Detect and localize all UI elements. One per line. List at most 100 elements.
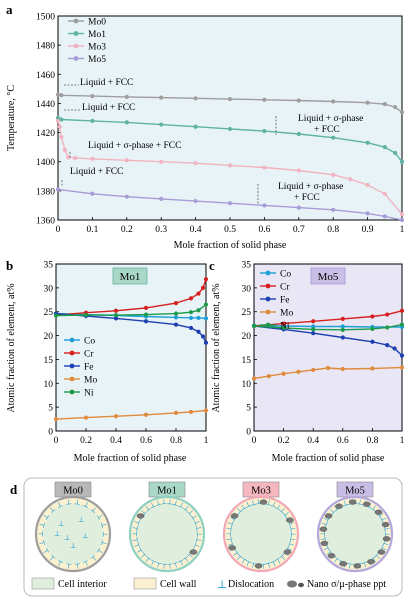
legend-b: Co Cr Fe Mo Ni: [64, 337, 97, 399]
data-point-ni: [113, 312, 119, 318]
series-line-mo5: [57, 188, 403, 221]
series-line-mo0: [57, 94, 403, 113]
schematic-cell-mo1: Mo1⊥⊥⊥⊥⊥⊥⊥⊥⊥⊥⊥⊥⊥⊥⊥⊥⊥⊥⊥⊥⊥⊥⊥⊥⊥⊥⊥⊥⊥⊥⊥⊥⊥⊥: [128, 481, 206, 573]
y-tick-label: 1480: [36, 42, 55, 52]
annotation-text: Liquid + FCC: [80, 78, 133, 88]
dislocation-mark: ⊥: [154, 560, 163, 570]
cell-interior: [325, 504, 385, 564]
dislocation-mark: ⊥: [74, 498, 82, 507]
legend-swatch-cell-wall: [133, 577, 157, 590]
legend-swatch-marker: [69, 337, 75, 343]
legend-label-ni: Ni: [280, 322, 290, 332]
data-point-ni: [83, 312, 89, 318]
x-tick-label: 0.8: [366, 436, 378, 446]
legend-label-mo: Mo: [84, 376, 97, 386]
dislocation-mark: ⊥: [95, 546, 105, 556]
plot-area-a: [57, 15, 403, 221]
data-point-ni: [370, 326, 375, 331]
y-tick-label: 1400: [36, 158, 55, 168]
plot-area-b: [55, 263, 207, 432]
dislocation-mark: ⊥: [249, 498, 257, 507]
dislocation-mark: ⊥: [327, 506, 337, 516]
data-point-mo1: [193, 124, 198, 129]
series-a: [55, 92, 405, 223]
data-point-ni: [311, 327, 316, 332]
x-tick-label: 1: [204, 436, 209, 446]
x-tick-label: 0.8: [170, 436, 182, 446]
panel-letter-b: b: [6, 258, 13, 273]
dislocation-mark: ⊥: [239, 556, 249, 566]
data-point-mo: [296, 369, 301, 374]
dislocation-mark: ⊥: [265, 498, 273, 507]
y-tick-label: 1440: [36, 100, 55, 110]
x-tick-label: 0.2: [80, 436, 92, 446]
x-tick-label: 0.2: [121, 225, 133, 235]
data-point-fe: [188, 325, 194, 331]
data-point-mo0: [59, 93, 64, 98]
data-point-mo0: [365, 100, 370, 105]
dislocation-mark: ⊥: [286, 519, 296, 528]
data-point-ni: [173, 311, 179, 316]
data-point-mo1: [159, 122, 164, 127]
y-tick-label: 35: [242, 261, 252, 271]
data-point-mo: [113, 414, 119, 419]
dislocation-mark: ⊥: [192, 518, 202, 527]
data-point-mo0: [159, 95, 164, 100]
dislocation-mark: ⊥: [65, 561, 73, 570]
precipitate-particle: [324, 513, 333, 519]
data-point-mo0: [331, 99, 336, 104]
y-tick-label: 35: [44, 261, 54, 271]
dislocation-mark: ⊥: [289, 531, 297, 538]
legend-label-co: Co: [280, 270, 291, 280]
x-tick-label: 0.4: [110, 436, 122, 446]
dislocation-mark: ⊥: [269, 500, 278, 510]
dislocation-mark: ⊥: [194, 536, 203, 544]
dislocation-mark: ⊥: [37, 531, 45, 538]
data-point-fe: [399, 353, 405, 358]
data-point-cr: [340, 316, 345, 321]
data-point-fe: [203, 340, 209, 345]
data-point-mo5: [227, 201, 233, 206]
data-point-cr: [311, 319, 316, 324]
legend-label-cr: Cr: [84, 350, 94, 360]
dislocation-mark: ⊥: [260, 562, 267, 571]
data-point-fe: [173, 322, 179, 327]
panel-letter-d: d: [10, 482, 18, 497]
precipitate-particle: [339, 561, 348, 567]
data-point-mo0: [382, 102, 387, 107]
legend-swatch-marker: [73, 56, 79, 61]
dislocation-mark: ⊥: [138, 507, 148, 517]
data-point-co: [340, 324, 345, 329]
dislocation-mark: ⊥: [99, 521, 109, 530]
legend-swatch-marker: [69, 376, 75, 382]
legend-a: Mo0 Mo1 Mo3 Mo5: [68, 18, 106, 65]
data-point-mo1: [399, 159, 405, 164]
y-tick-label: 15: [44, 356, 54, 366]
legend-label-mo3: Mo3: [88, 43, 106, 53]
schematic-cell-mo0: Mo0⊥⊥⊥⊥⊥⊥⊥⊥⊥⊥⊥⊥⊥⊥⊥⊥ ⊥ ⊥ ⊥⊥⊥⊥⊥ ⊥⊥ ⊥⊥⊥: [34, 481, 112, 573]
x-tick-label: 0.8: [327, 225, 339, 235]
data-point-cr: [188, 296, 194, 301]
x-tick-label: 1: [400, 225, 405, 235]
dislocation-mark: ⊥: [320, 520, 330, 529]
data-point-mo3: [365, 182, 370, 188]
dislocation-mark: ⊥: [47, 553, 57, 563]
y-axis-label-c: Atomic fraction of element, at%: [211, 283, 222, 412]
data-point-fe: [143, 319, 149, 324]
data-point-ni: [143, 312, 149, 317]
data-point-mo1: [365, 140, 370, 145]
legend-label-mo0: Mo0: [88, 18, 106, 28]
data-point-cr: [113, 308, 119, 313]
dislocation-mark: ⊥: [58, 520, 65, 528]
annotation-text: Liquid + σ-phase: [278, 182, 343, 192]
dislocation-mark: ⊥: [378, 544, 388, 554]
data-point-mo0: [227, 96, 233, 102]
dislocation-mark: ⊥: [47, 505, 57, 515]
data-point-cr: [143, 305, 149, 310]
dislocation-mark: ⊥: [234, 505, 244, 515]
dislocation-mark: ⊥: [228, 514, 238, 524]
panel-title-box-c: [310, 267, 346, 285]
